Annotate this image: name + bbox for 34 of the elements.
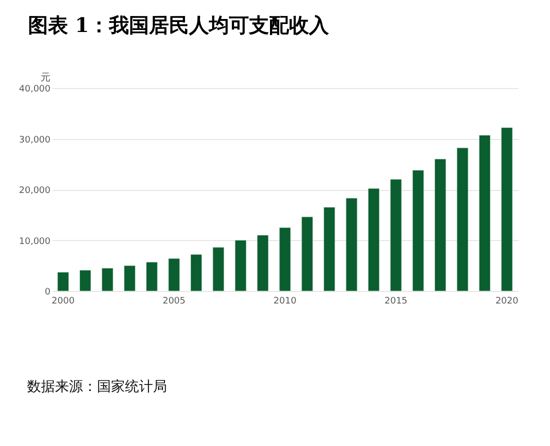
- bar: [80, 270, 92, 292]
- bar: [102, 268, 114, 292]
- bar: [301, 216, 313, 292]
- bar: [279, 227, 291, 292]
- bar: [390, 179, 402, 292]
- bar: [456, 148, 468, 292]
- x-tick-label: 2010: [274, 296, 297, 306]
- bar: [124, 265, 136, 292]
- x-tick-label: 2020: [495, 296, 519, 306]
- bar: [501, 127, 513, 292]
- chart-title: 图表 1：我国居民人均可支配收入: [28, 13, 330, 37]
- bar: [324, 207, 336, 292]
- x-tick-label: 2005: [162, 296, 186, 306]
- bar: [434, 158, 446, 292]
- x-tick-label: 2000: [52, 296, 75, 306]
- bar: [168, 258, 180, 292]
- x-tick-label: 2015: [384, 296, 408, 306]
- y-tick-label: 40,000: [19, 84, 51, 94]
- bar: [212, 247, 224, 292]
- y-tick-label: 10,000: [19, 236, 51, 247]
- bar: [234, 240, 246, 292]
- y-tick-label: 0: [44, 288, 51, 298]
- bar: [368, 188, 380, 292]
- bar: [190, 254, 202, 292]
- bar: [346, 198, 358, 292]
- source-note: 数据来源：国家统计局: [27, 379, 167, 395]
- y-tick-label: 30,000: [19, 135, 51, 146]
- bar: [478, 135, 490, 292]
- bar: [146, 262, 158, 292]
- bar: [257, 234, 269, 292]
- bar: [57, 272, 69, 292]
- bar: [412, 170, 424, 292]
- y-tick-label: 20,000: [19, 186, 51, 196]
- y-axis-title: 元: [40, 72, 50, 84]
